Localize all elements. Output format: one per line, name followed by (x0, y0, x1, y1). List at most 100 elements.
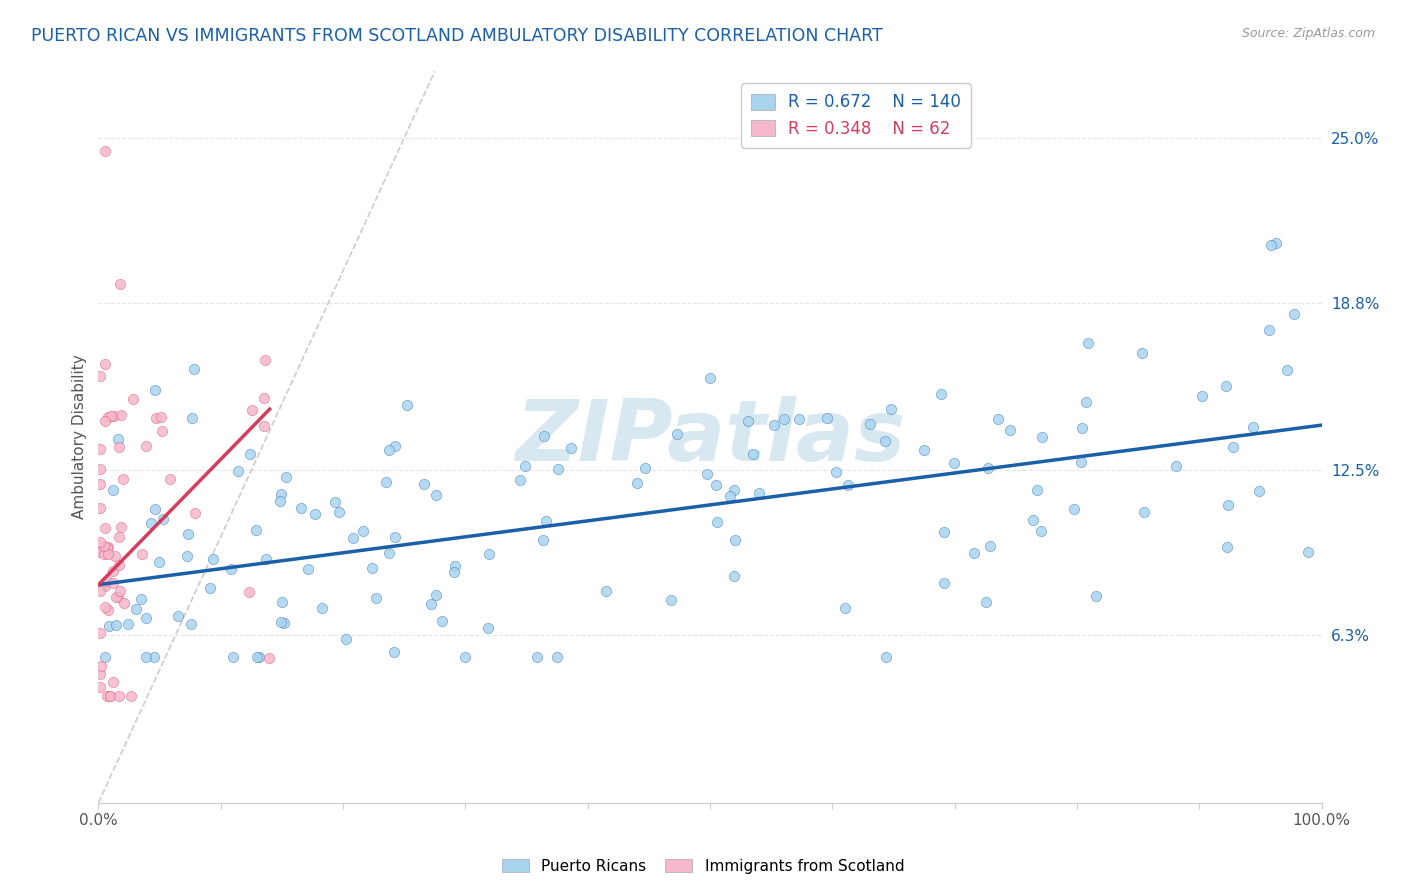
Point (453, 649, 475, 664)
Point (1076, 395, 1098, 409)
Point (974, 595, 997, 609)
Point (1296, 545, 1319, 559)
Point (108, 690, 131, 704)
Point (253, 391, 276, 405)
Point (101, 564, 124, 578)
Point (90, 659, 112, 673)
Point (239, 447, 262, 461)
Point (143, 383, 166, 397)
Point (659, 593, 682, 607)
Point (96, 574, 118, 589)
Point (93, 539, 115, 553)
Point (107, 590, 129, 604)
Point (509, 474, 531, 488)
Point (875, 649, 897, 664)
Point (131, 547, 153, 561)
Point (94, 521, 117, 535)
Point (290, 501, 312, 516)
Point (595, 584, 617, 599)
Point (706, 515, 728, 529)
Point (513, 459, 536, 474)
Point (125, 602, 148, 616)
Point (97, 540, 120, 554)
Point (1130, 346, 1153, 360)
Point (200, 582, 222, 596)
Point (304, 507, 326, 521)
Point (273, 615, 295, 630)
Point (143, 649, 166, 664)
Point (150, 424, 173, 438)
Point (96, 690, 118, 704)
Point (837, 478, 859, 492)
Point (534, 514, 557, 528)
Point (742, 447, 765, 461)
Point (718, 489, 741, 503)
Point (328, 505, 350, 519)
Point (89, 442, 111, 456)
Point (560, 441, 582, 455)
Point (1215, 379, 1237, 393)
Point (412, 477, 434, 491)
Point (97, 603, 120, 617)
Point (875, 434, 897, 449)
Point (247, 649, 270, 664)
Point (135, 439, 157, 453)
Point (425, 488, 447, 502)
Point (384, 531, 406, 545)
Point (1077, 336, 1099, 351)
Point (1216, 498, 1239, 512)
Point (103, 409, 125, 423)
Legend: Puerto Ricans, Immigrants from Scotland: Puerto Ricans, Immigrants from Scotland (496, 853, 910, 880)
Point (238, 585, 260, 599)
Point (633, 461, 655, 475)
Point (94, 579, 117, 593)
Point (93, 649, 115, 664)
Point (737, 414, 759, 428)
Y-axis label: Ambulatory Disability: Ambulatory Disability (72, 355, 87, 519)
Point (977, 460, 1000, 475)
Point (94, 414, 117, 428)
Text: Source: ZipAtlas.com: Source: ZipAtlas.com (1241, 27, 1375, 40)
Point (110, 277, 132, 292)
Point (834, 601, 856, 615)
Point (912, 443, 935, 458)
Point (269, 493, 291, 508)
Point (297, 562, 319, 576)
Point (257, 651, 280, 665)
Point (148, 555, 170, 569)
Point (1063, 502, 1085, 516)
Point (270, 487, 292, 501)
Point (1166, 459, 1188, 474)
Point (1022, 513, 1045, 527)
Point (100, 690, 122, 704)
Point (166, 608, 188, 623)
Point (1031, 430, 1053, 444)
Point (900, 133, 922, 147)
Point (1247, 483, 1270, 498)
Legend: R = 0.672    N = 140, R = 0.348    N = 62: R = 0.672 N = 140, R = 0.348 N = 62 (741, 83, 970, 148)
Point (815, 411, 838, 425)
Point (773, 412, 796, 426)
Point (254, 552, 277, 566)
Point (122, 392, 145, 406)
Point (1132, 505, 1154, 519)
Point (101, 483, 124, 498)
Point (240, 403, 263, 417)
Point (477, 622, 499, 636)
Point (139, 516, 162, 530)
Point (100, 409, 122, 423)
Point (374, 475, 396, 489)
Point (222, 649, 245, 664)
Point (986, 412, 1008, 426)
Point (1243, 419, 1265, 434)
Point (226, 464, 249, 478)
Point (547, 462, 569, 476)
Point (89, 667, 111, 681)
Point (274, 469, 297, 483)
Point (101, 674, 124, 689)
Point (425, 588, 447, 602)
Point (1258, 323, 1281, 337)
Point (177, 527, 200, 541)
Point (1070, 455, 1092, 469)
Point (699, 371, 721, 385)
